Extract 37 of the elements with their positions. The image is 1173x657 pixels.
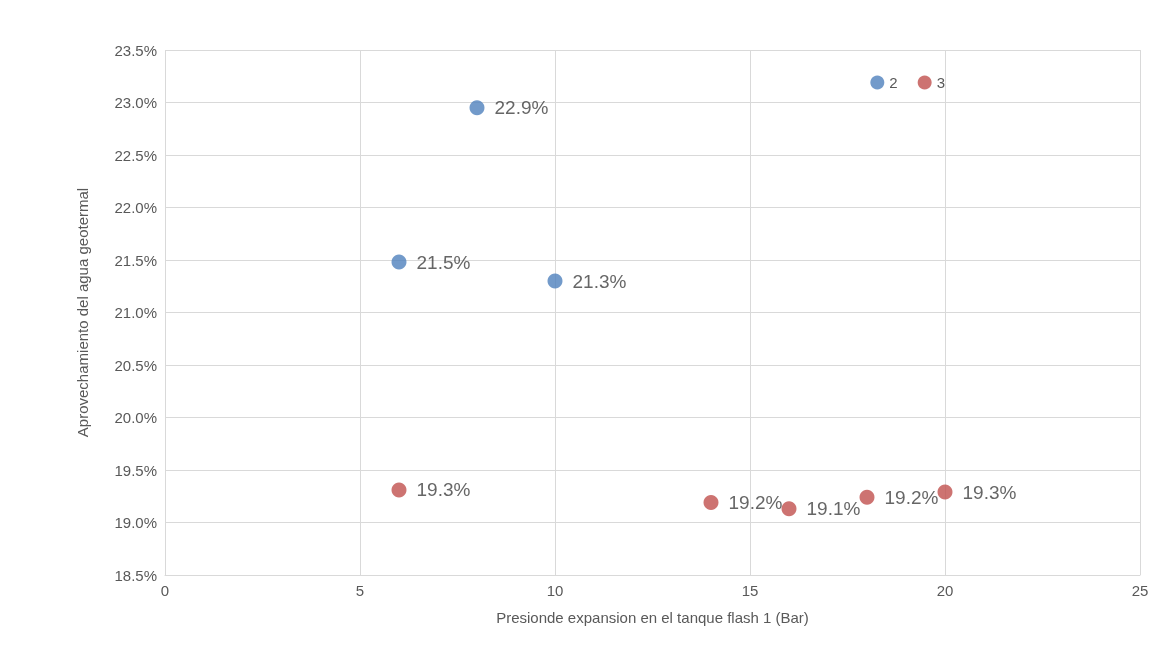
legend-label: 2	[889, 74, 898, 91]
y-tick-label: 18.5%	[114, 566, 157, 584]
y-tick-label: 21.5%	[114, 251, 157, 269]
point	[859, 489, 875, 505]
data-label: 19.2%	[884, 486, 939, 508]
data-label: 19.3%	[962, 481, 1017, 503]
point	[547, 273, 563, 289]
point	[391, 482, 407, 498]
y-tick-label: 19.0%	[114, 514, 157, 531]
x-tick-label: 0	[160, 582, 170, 599]
y-tick-label: 22.0%	[114, 199, 157, 216]
y-tick-label: 21.0%	[114, 304, 157, 321]
point	[703, 495, 719, 511]
point	[391, 254, 407, 270]
x-tick-label: 10	[546, 582, 564, 599]
point	[937, 484, 953, 500]
x-tick-label: 15	[741, 582, 759, 599]
data-label: 21.5%	[416, 251, 471, 273]
data-label: 19.2%	[728, 492, 783, 514]
x-tick-label: 20	[936, 582, 954, 599]
y-tick-label: 19.5%	[114, 461, 157, 479]
legend-label: 3	[936, 74, 945, 91]
data-label: 19.1%	[806, 498, 861, 520]
y-tick-label: 23.0%	[114, 94, 157, 111]
point	[781, 501, 797, 517]
data-label: 21.3%	[572, 270, 627, 292]
y-axis-title: Aprovechamiento del agua geotermal	[74, 187, 91, 438]
x-axis-title: Presionde expansion en el tanque flash 1 (Bar)	[496, 609, 809, 626]
y-tick-label: 23.5%	[114, 41, 157, 59]
data-label: 22.9%	[494, 97, 549, 119]
y-tick-label: 22.5%	[114, 146, 157, 164]
x-tick-label: 5	[355, 582, 365, 599]
y-tick-label: 20.5%	[114, 356, 157, 374]
y-tick-label: 20.0%	[114, 409, 157, 426]
x-tick-label: 25	[1131, 582, 1149, 599]
point	[469, 100, 485, 116]
data-label: 19.3%	[416, 479, 471, 501]
